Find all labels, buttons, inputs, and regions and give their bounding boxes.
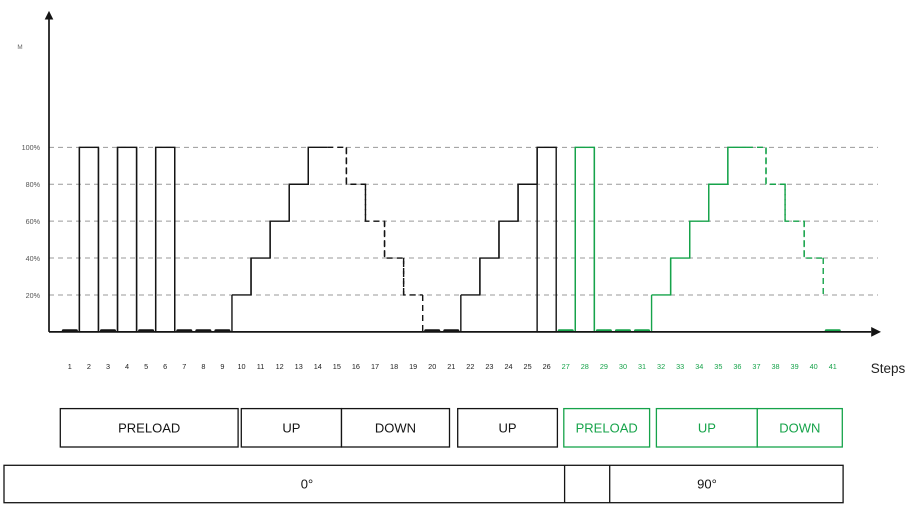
svg-text:31: 31 bbox=[638, 362, 646, 371]
svg-text:80%: 80% bbox=[26, 180, 41, 189]
svg-text:29: 29 bbox=[600, 362, 608, 371]
svg-text:36: 36 bbox=[733, 362, 741, 371]
svg-text:35: 35 bbox=[714, 362, 722, 371]
svg-text:37: 37 bbox=[752, 362, 760, 371]
svg-text:26: 26 bbox=[543, 362, 551, 371]
svg-text:100%: 100% bbox=[22, 143, 41, 152]
svg-text:23: 23 bbox=[485, 362, 493, 371]
svg-text:33: 33 bbox=[676, 362, 684, 371]
svg-text:34: 34 bbox=[695, 362, 703, 371]
svg-text:12: 12 bbox=[276, 362, 284, 371]
svg-text:6: 6 bbox=[163, 362, 167, 371]
svg-text:5: 5 bbox=[144, 362, 148, 371]
svg-text:32: 32 bbox=[657, 362, 665, 371]
svg-text:10: 10 bbox=[237, 362, 245, 371]
svg-text:17: 17 bbox=[371, 362, 379, 371]
svg-text:3: 3 bbox=[106, 362, 110, 371]
svg-text:11: 11 bbox=[257, 362, 265, 371]
svg-text:M: M bbox=[17, 44, 22, 51]
svg-text:15: 15 bbox=[333, 362, 341, 371]
svg-text:30: 30 bbox=[619, 362, 627, 371]
svg-text:PRELOAD: PRELOAD bbox=[118, 420, 180, 435]
svg-text:28: 28 bbox=[581, 362, 589, 371]
svg-text:39: 39 bbox=[791, 362, 799, 371]
svg-text:60%: 60% bbox=[26, 217, 41, 226]
svg-text:38: 38 bbox=[771, 362, 779, 371]
svg-text:14: 14 bbox=[314, 362, 322, 371]
svg-text:1: 1 bbox=[68, 362, 72, 371]
svg-text:DOWN: DOWN bbox=[375, 420, 416, 435]
svg-text:2: 2 bbox=[87, 362, 91, 371]
svg-text:Steps: Steps bbox=[871, 361, 906, 376]
svg-text:27: 27 bbox=[562, 362, 570, 371]
svg-text:9: 9 bbox=[220, 362, 224, 371]
svg-text:0°: 0° bbox=[301, 477, 313, 492]
svg-text:21: 21 bbox=[447, 362, 455, 371]
svg-text:DOWN: DOWN bbox=[779, 420, 820, 435]
svg-text:16: 16 bbox=[352, 362, 360, 371]
svg-text:8: 8 bbox=[201, 362, 205, 371]
svg-text:22: 22 bbox=[466, 362, 474, 371]
svg-text:25: 25 bbox=[524, 362, 532, 371]
svg-text:18: 18 bbox=[390, 362, 398, 371]
svg-text:4: 4 bbox=[125, 362, 129, 371]
svg-text:41: 41 bbox=[829, 362, 837, 371]
svg-text:UP: UP bbox=[698, 420, 716, 435]
svg-text:UP: UP bbox=[282, 420, 300, 435]
svg-text:7: 7 bbox=[182, 362, 186, 371]
svg-text:UP: UP bbox=[499, 420, 517, 435]
svg-text:90°: 90° bbox=[697, 477, 717, 492]
svg-text:40%: 40% bbox=[26, 254, 41, 263]
svg-text:40: 40 bbox=[810, 362, 818, 371]
svg-text:24: 24 bbox=[504, 362, 512, 371]
svg-text:19: 19 bbox=[409, 362, 417, 371]
svg-text:PRELOAD: PRELOAD bbox=[576, 420, 638, 435]
svg-text:20%: 20% bbox=[26, 291, 41, 300]
svg-text:13: 13 bbox=[295, 362, 303, 371]
svg-text:20: 20 bbox=[428, 362, 436, 371]
